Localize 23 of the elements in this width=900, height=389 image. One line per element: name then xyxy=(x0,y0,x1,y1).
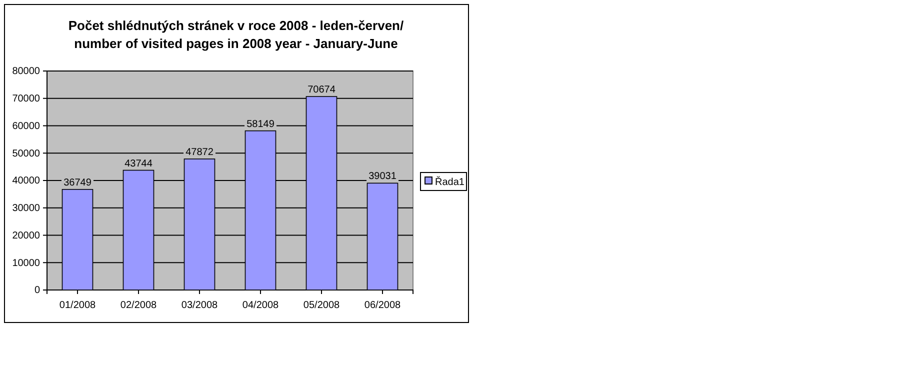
y-tick-label: 10000 xyxy=(12,258,40,269)
y-tick-label: 60000 xyxy=(12,120,40,132)
x-tick-label: 06/2008 xyxy=(364,300,402,311)
data-label: 39031 xyxy=(368,171,397,182)
x-tick-label: 02/2008 xyxy=(120,300,158,311)
data-label: 47872 xyxy=(186,146,214,158)
data-label: 70674 xyxy=(308,84,336,96)
data-label: 43744 xyxy=(124,158,153,170)
y-tick-label: 40000 xyxy=(12,176,40,187)
x-tick-label: 01/2008 xyxy=(59,300,96,311)
y-tick-label: 70000 xyxy=(12,94,40,105)
y-tick-label: 0 xyxy=(34,285,40,296)
data-label: 36749 xyxy=(64,177,92,188)
y-tick-label: 50000 xyxy=(12,148,40,160)
data-label: 58149 xyxy=(246,118,275,130)
chart-title: Počet shlédnutých stránek v roce 2008 - leden-červen/number of visited pages in 2008 year - January-June xyxy=(68,18,404,51)
x-tick-label: 04/2008 xyxy=(242,300,280,311)
x-tick-label: 03/2008 xyxy=(181,300,218,311)
y-tick-label: 30000 xyxy=(12,203,40,214)
legend-label: Řada1 xyxy=(435,176,465,188)
y-tick-label: 80000 xyxy=(12,66,40,78)
x-tick-label: 05/2008 xyxy=(303,300,340,311)
y-tick-label: 20000 xyxy=(12,230,40,242)
